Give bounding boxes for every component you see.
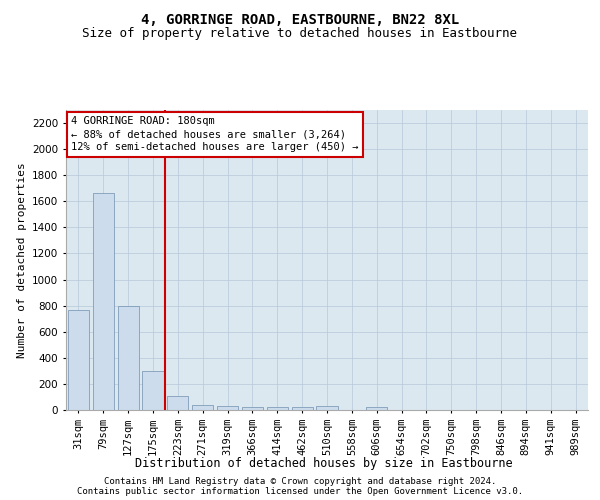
Text: Contains public sector information licensed under the Open Government Licence v3: Contains public sector information licen… <box>77 487 523 496</box>
Bar <box>68 310 89 410</box>
Bar <box>118 306 139 410</box>
Text: 4, GORRINGE ROAD, EASTBOURNE, BN22 8XL: 4, GORRINGE ROAD, EASTBOURNE, BN22 8XL <box>141 12 459 26</box>
Bar <box>93 194 114 410</box>
Bar <box>316 406 338 410</box>
Bar <box>142 371 164 410</box>
Text: Size of property relative to detached houses in Eastbourne: Size of property relative to detached ho… <box>83 28 517 40</box>
Bar <box>192 405 213 410</box>
Bar <box>217 406 238 410</box>
Text: Contains HM Land Registry data © Crown copyright and database right 2024.: Contains HM Land Registry data © Crown c… <box>104 477 496 486</box>
Bar <box>242 408 263 410</box>
Bar <box>267 408 288 410</box>
Y-axis label: Number of detached properties: Number of detached properties <box>17 162 26 358</box>
Text: 4 GORRINGE ROAD: 180sqm
← 88% of detached houses are smaller (3,264)
12% of semi: 4 GORRINGE ROAD: 180sqm ← 88% of detache… <box>71 116 359 152</box>
Bar <box>167 396 188 410</box>
Bar <box>366 408 387 410</box>
Text: Distribution of detached houses by size in Eastbourne: Distribution of detached houses by size … <box>135 458 513 470</box>
Bar <box>292 408 313 410</box>
